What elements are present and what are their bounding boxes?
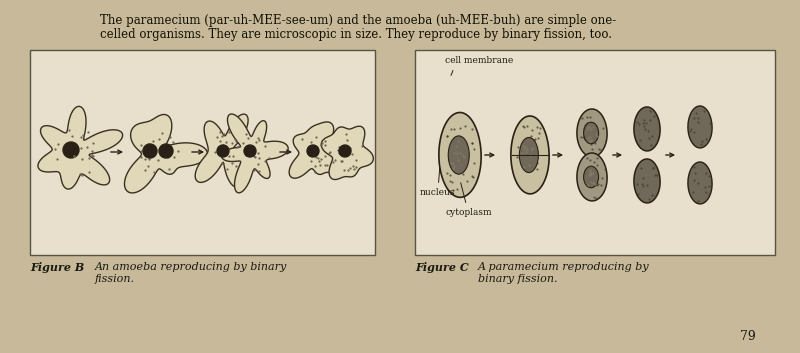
Text: The paramecium (par-uh-MEE-see-um) and the amoeba (uh-MEE-buh) are simple one-: The paramecium (par-uh-MEE-see-um) and t…: [100, 14, 616, 27]
Polygon shape: [195, 114, 257, 187]
Polygon shape: [222, 114, 288, 193]
Polygon shape: [634, 107, 660, 151]
Bar: [30, 50, 375, 255]
Polygon shape: [577, 109, 607, 157]
Text: nucleus: nucleus: [420, 168, 455, 197]
Circle shape: [159, 144, 173, 158]
Text: A paramecium reproducing by
binary fission.: A paramecium reproducing by binary fissi…: [478, 262, 650, 283]
Circle shape: [339, 145, 351, 157]
Circle shape: [307, 145, 319, 157]
Ellipse shape: [519, 137, 538, 173]
Polygon shape: [688, 162, 712, 204]
Text: cell membrane: cell membrane: [445, 56, 514, 76]
Circle shape: [244, 145, 256, 157]
Text: Figure C: Figure C: [415, 262, 469, 273]
Polygon shape: [511, 116, 549, 194]
Text: Figure B: Figure B: [30, 262, 84, 273]
Polygon shape: [289, 122, 346, 178]
Ellipse shape: [584, 166, 598, 188]
Polygon shape: [38, 106, 122, 189]
Circle shape: [217, 145, 229, 157]
Text: An amoeba reproducing by binary
fission.: An amoeba reproducing by binary fission.: [95, 262, 287, 283]
Text: 79: 79: [740, 330, 756, 343]
Polygon shape: [322, 126, 374, 180]
Text: celled organisms. They are microscopic in size. They reproduce by binary fission: celled organisms. They are microscopic i…: [100, 28, 612, 41]
Polygon shape: [439, 113, 481, 197]
Polygon shape: [125, 114, 207, 193]
Circle shape: [63, 142, 79, 158]
Polygon shape: [688, 106, 712, 148]
Circle shape: [143, 144, 157, 158]
Ellipse shape: [584, 122, 598, 144]
Ellipse shape: [448, 136, 470, 174]
Text: cytoplasm: cytoplasm: [445, 183, 492, 217]
Polygon shape: [634, 159, 660, 203]
Bar: [415, 50, 775, 255]
Polygon shape: [577, 153, 607, 201]
